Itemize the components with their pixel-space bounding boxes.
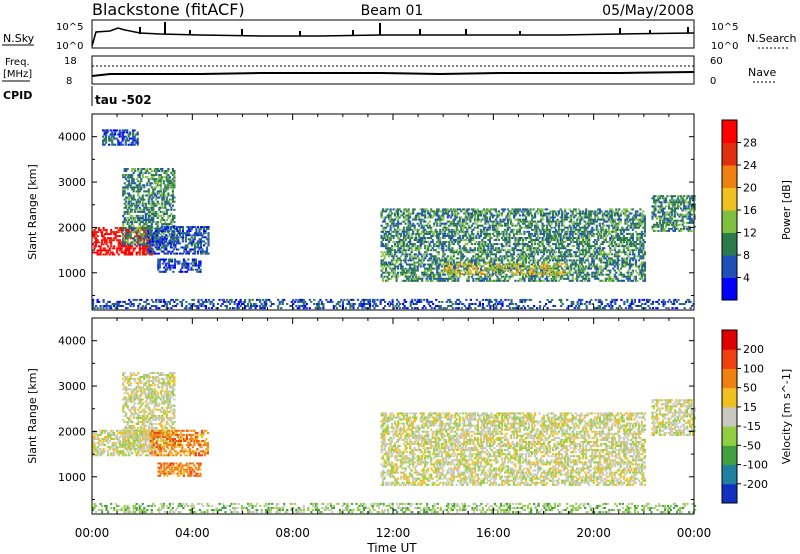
x-tick-label: 12:00	[376, 526, 411, 540]
freq-panel: Freq. [MHz] 18 8 60 0 Nave	[2, 55, 776, 87]
colorbar-swatch	[722, 406, 737, 427]
nsky-label: N.Sky	[3, 32, 35, 45]
y-tick-label: 4000	[58, 335, 86, 348]
x-tick-label: 20:00	[576, 526, 611, 540]
data-region-6	[92, 502, 697, 514]
colorbar-swatch	[722, 165, 737, 188]
freq-tick-bottom: 8	[66, 76, 72, 87]
colorbar-tick-label: 28	[743, 137, 757, 150]
data-region-4	[102, 129, 139, 146]
colorbar-tick-label: 8	[743, 249, 750, 262]
colorbar-swatch	[722, 483, 737, 504]
nsearch-tick-bottom: 10^0	[711, 41, 738, 52]
freq-unit: [MHz]	[3, 69, 32, 80]
y-tick-label: 3000	[58, 176, 86, 189]
colorbar-swatch	[722, 187, 737, 211]
data-region-1	[122, 372, 176, 450]
x-tick-label: 04:00	[175, 526, 210, 540]
y-tick-label: 2000	[58, 425, 86, 438]
colorbar-swatch	[722, 232, 737, 256]
colorbar-tick-label: 20	[743, 182, 757, 195]
data-region-1	[122, 168, 176, 246]
colorbar-tick-label: 100	[743, 362, 764, 375]
colorbar-swatch	[722, 387, 737, 408]
data-region-2	[147, 226, 210, 255]
power-panel: 1000 2000 3000 4000 Slant Range [km] 28 24 20 16…	[26, 113, 793, 311]
colorbar-tick-label: -100	[743, 459, 768, 472]
freq-trace	[91, 71, 695, 77]
x-tick-label: 00:00	[677, 526, 712, 540]
colorbar-swatch	[722, 368, 737, 389]
colorbar-swatch	[722, 426, 737, 446]
colorbar-swatch	[722, 120, 737, 143]
colorbar-tick-label: 4	[743, 272, 750, 285]
nave-tick-bottom: 0	[710, 76, 716, 87]
colorbar-tick-label: -200	[743, 478, 768, 491]
colorbar-swatch	[722, 464, 737, 485]
y-tick-label: 3000	[58, 380, 86, 393]
cpid-label: CPID	[3, 89, 32, 102]
colorbar-swatch	[722, 330, 737, 350]
data-region-6	[443, 262, 568, 275]
y-tick-label: 4000	[58, 131, 86, 144]
data-region-8	[92, 298, 695, 310]
date-label: 05/May/2008	[602, 3, 694, 19]
colorbar-title: Velocity [m s^-1]	[780, 369, 793, 464]
colorbar-swatch	[722, 210, 737, 233]
colorbar-tick-label: 200	[743, 343, 764, 356]
colorbar-tick-label: 16	[743, 204, 757, 217]
data-region-3	[157, 462, 202, 477]
nsky-panel: N.Sky 10^5 10^0 10^5 10^0 N.Search	[2, 19, 797, 52]
x-tick-label: 00:00	[75, 526, 110, 540]
nsky-tick-bottom: 10^0	[56, 41, 83, 52]
y-axis-title: Slant Range [km]	[26, 164, 39, 260]
colorbar-tick-label: 15	[743, 401, 757, 414]
x-tick-label: 16:00	[476, 526, 511, 540]
nsky-tick-top: 10^5	[56, 22, 83, 33]
cpid-text: tau -502	[95, 93, 152, 107]
data-region-7	[651, 195, 696, 232]
colorbar: 28 24 20 16 12 8 4 Power [dB]	[721, 119, 793, 301]
nsearch-label: N.Search	[747, 32, 797, 45]
colorbar-swatch	[722, 349, 737, 369]
freq-label: Freq.	[5, 57, 30, 68]
title: Blackstone (fitACF)	[92, 0, 245, 19]
colorbar-swatch	[722, 445, 737, 466]
freq-tick-top: 18	[64, 56, 77, 67]
colorbar-swatch	[722, 255, 737, 278]
nsky-spikes	[139, 22, 689, 36]
colorbar-tick-label: 50	[743, 382, 757, 395]
data-region-5	[651, 399, 696, 436]
colorbar-tick-label: 24	[743, 159, 757, 172]
beam-label: Beam 01	[361, 3, 424, 19]
y-tick-label: 2000	[58, 221, 86, 234]
nave-label: Nave	[748, 66, 776, 79]
time-axis: 00:00 04:00 08:00 12:00 16:00 20:00 00:00	[75, 526, 712, 540]
nsearch-tick-top: 10^5	[711, 22, 738, 33]
data-region-4	[380, 412, 646, 486]
y-axis-title: Slant Range [km]	[26, 368, 39, 464]
x-axis-title: Time UT	[366, 541, 417, 554]
x-tick-label: 08:00	[275, 526, 310, 540]
y-tick-label: 1000	[58, 267, 86, 280]
nsky-trace	[91, 27, 695, 47]
colorbar-tick-label: 12	[743, 227, 757, 240]
nave-tick-top: 60	[710, 56, 723, 67]
colorbar-tick-label: -15	[743, 420, 761, 433]
colorbar-swatch	[722, 142, 737, 166]
colorbar-swatch	[722, 277, 737, 301]
colorbar-title: Power [dB]	[780, 180, 793, 240]
data-region-3	[157, 258, 202, 273]
y-tick-label: 1000	[58, 471, 86, 484]
velocity-panel: 1000 2000 3000 4000 Slant Range [km] 200 100 50…	[26, 317, 793, 515]
colorbar-tick-label: -50	[743, 439, 761, 452]
colorbar: 200 100 50 15 -15 -50 -100 -200 Velocity [m s^-1…	[721, 329, 793, 504]
data-region-2	[149, 429, 210, 457]
